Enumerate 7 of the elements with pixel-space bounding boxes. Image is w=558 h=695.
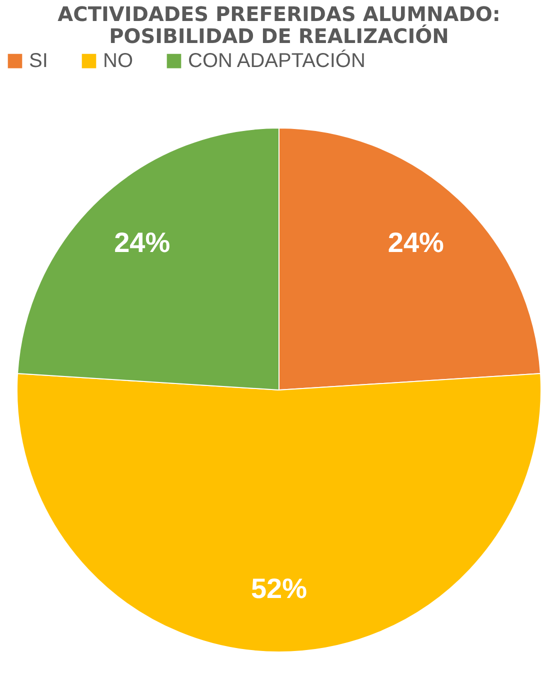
data-label: 24% [114,227,170,258]
legend-label: CON ADAPTACIÓN [188,49,366,72]
legend-label: NO [103,50,133,72]
legend-label: SI [29,50,48,72]
data-label: 24% [388,227,444,258]
chart-title: ACTIVIDADES PREFERIDAS ALUMNADO: POSIBILIDAD DE REALIZACIÓN [58,2,500,48]
data-label: 52% [250,573,308,604]
